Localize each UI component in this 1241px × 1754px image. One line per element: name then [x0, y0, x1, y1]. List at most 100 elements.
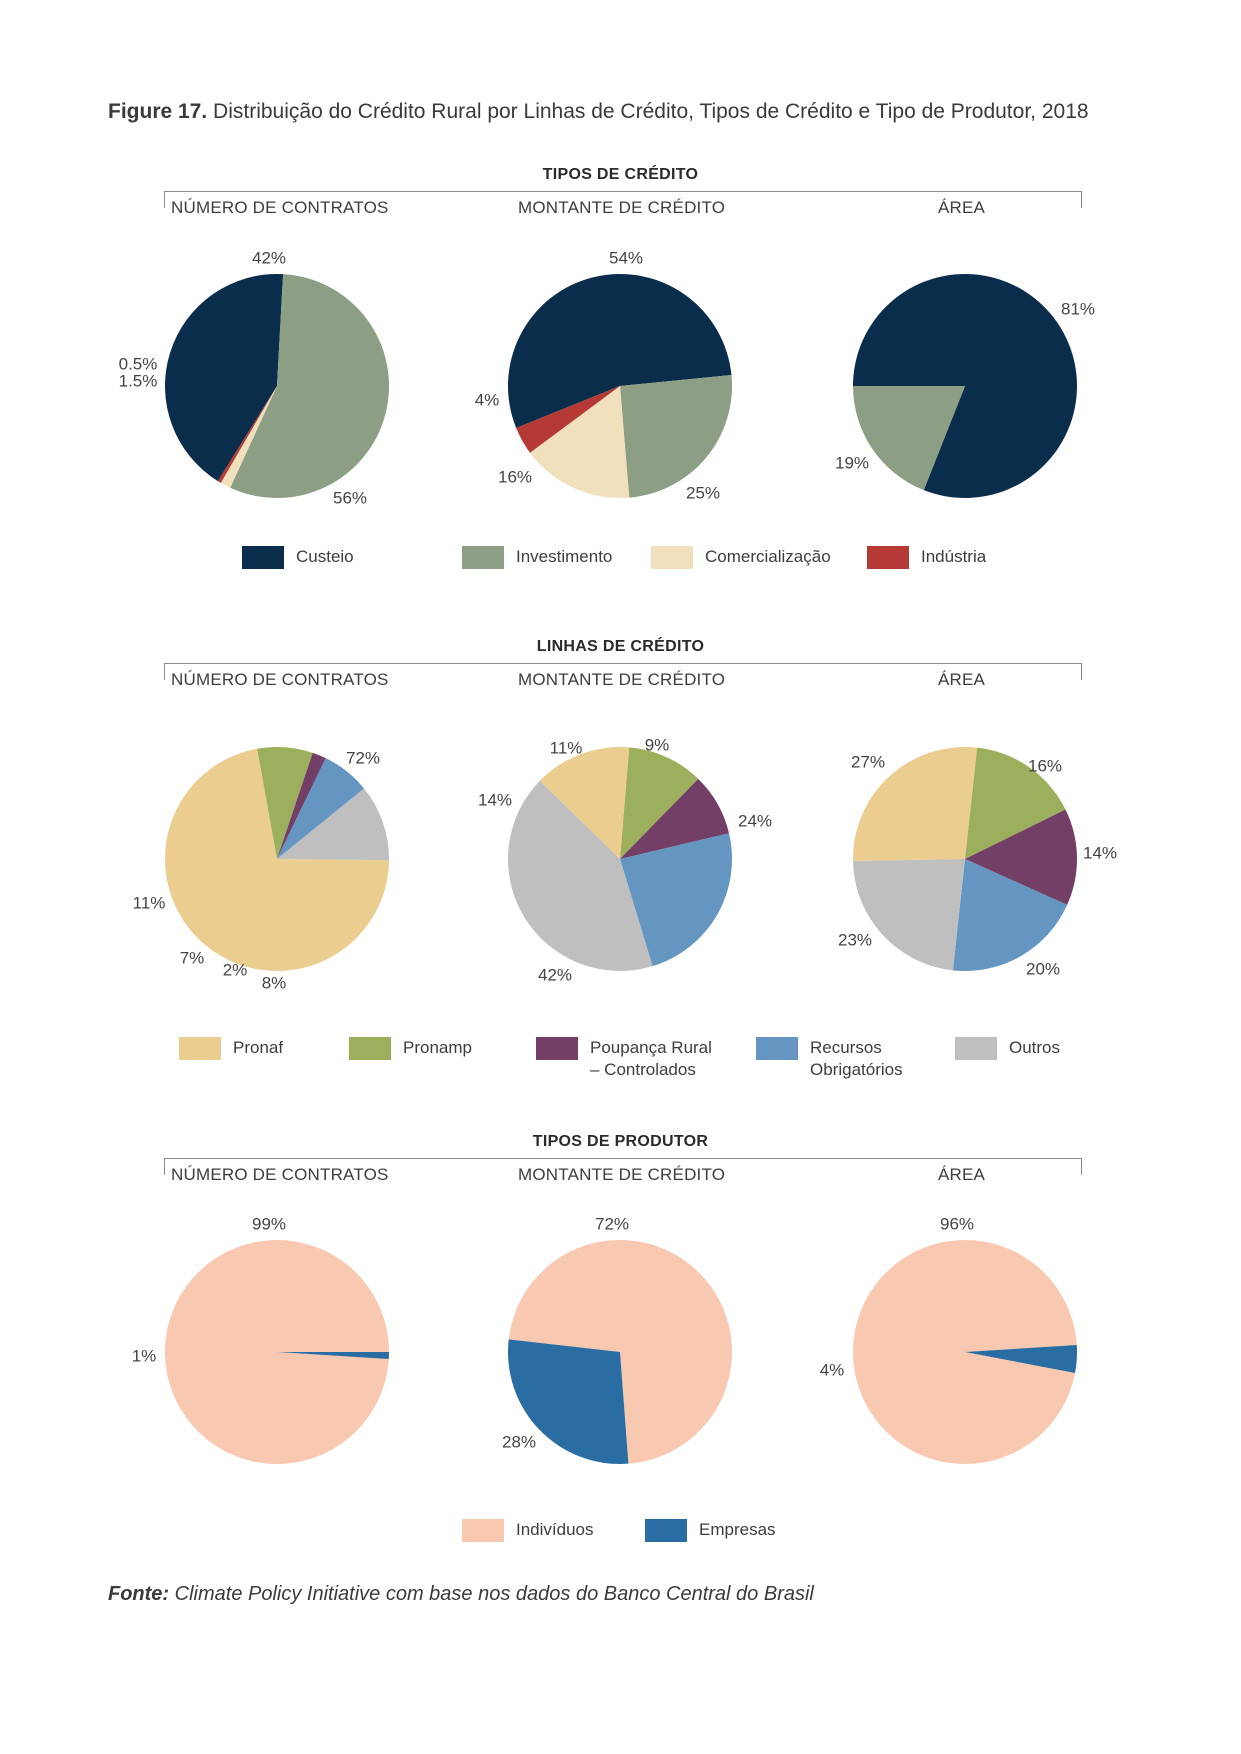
pie-chart-produtor-area: 96% 4% [820, 1214, 1078, 1465]
pie-slice-empresas [277, 1352, 389, 1360]
pie-slice-comercializacao [530, 386, 630, 499]
legend-label: Pronamp [403, 1038, 472, 1057]
legend-label: Investimento [516, 547, 613, 566]
pie-label-custeio: 42% [252, 248, 286, 267]
pie-chart-linhas-area: 16% 14% 20% 23% 27% [838, 747, 1117, 978]
pie-label-poupanca-rural-controlados: 14% [1083, 843, 1117, 862]
pie-label-poupanca-rural-controlados: 2% [223, 960, 248, 979]
legend-label: Empresas [699, 1520, 776, 1539]
section-title: TIPOS DE PRODUTOR [532, 1133, 709, 1150]
pie-slice-pronamp [257, 747, 313, 859]
legend-swatch [179, 1037, 221, 1060]
legend-label: Pronaf [233, 1038, 284, 1057]
legend-item-recursos-obrigatorios: Recursos Obrigatórios [756, 1037, 920, 1081]
pie-chart-linhas-montante: 11% 9% 24% 42% 14% [478, 735, 772, 984]
column-header-area: ÁREA [938, 198, 986, 217]
legend-item-empresas: Empresas [645, 1519, 776, 1542]
column-header-area: ÁREA [938, 1165, 986, 1184]
legend-swatch [536, 1037, 578, 1060]
pie-label-individuos: 72% [595, 1214, 629, 1233]
column-header-contratos: NÚMERO DE CONTRATOS [171, 1165, 389, 1184]
legend-swatch [651, 546, 693, 569]
pie-chart-produtor-montante: 72% 28% [502, 1214, 733, 1464]
legend-item-outros: Outros [955, 1037, 1060, 1060]
pie-label-recursos-obrigatorios: 24% [738, 811, 772, 830]
legend-item-poupanca-rural: Poupança Rural – Controlados [536, 1037, 715, 1081]
pie-chart-produtor-contratos: 99% 1% [132, 1214, 390, 1465]
pie-slice-individuos [508, 1239, 733, 1464]
pie-label-pronamp: 16% [1028, 756, 1062, 775]
figure-title: Figure 17. Distribuição do Crédito Rural… [108, 100, 1089, 124]
pie-label-investimento: 25% [686, 483, 720, 502]
pie-label-pronamp: 8% [262, 973, 287, 992]
section-title: TIPOS DE CRÉDITO [542, 166, 699, 183]
source-note: Fonte: Climate Policy Initiative com bas… [108, 1583, 814, 1606]
pie-slice-industria [217, 386, 277, 483]
legend-swatch [867, 546, 909, 569]
legend-swatch [242, 546, 284, 569]
pie-slice-poupanca-rural-controlados [965, 809, 1077, 905]
pie-label-pronaf: 72% [346, 748, 380, 767]
legend-item-pronaf: Pronaf [179, 1037, 283, 1060]
pie-chart-tipos-contratos: 42% 56% 1.5%0.5% [119, 248, 389, 507]
pie-slice-outros [508, 780, 653, 971]
pie-slice-poupanca-rural-controlados [277, 752, 326, 859]
legend-label: Recursos Obrigatórios [810, 1038, 903, 1079]
legend-swatch [645, 1519, 687, 1542]
pie-label-empresas: 1% [132, 1346, 157, 1365]
pie-slice-custeio [853, 273, 1077, 498]
legend-swatch [462, 546, 504, 569]
legend-swatch [462, 1519, 504, 1542]
legend-label: Custeio [296, 547, 354, 566]
pie-slice-investimento [853, 386, 965, 491]
pie-slice-custeio [508, 273, 732, 428]
pie-slice-industria [516, 386, 620, 453]
pie-label-pronaf: 27% [851, 752, 885, 771]
legend-swatch [349, 1037, 391, 1060]
pie-slice-recursos-obrigatorios [277, 758, 365, 859]
column-header-montante: MONTANTE DE CRÉDITO [518, 670, 726, 689]
pie-slice-recursos-obrigatorios [952, 859, 1068, 971]
legend-swatch [756, 1037, 798, 1060]
section-bracket [164, 191, 1082, 208]
pie-label-outros: 11% [133, 893, 166, 912]
legend-item-individuos: Indivíduos [462, 1519, 594, 1542]
legend-item-custeio: Custeio [242, 546, 354, 569]
legend-label: Outros [1009, 1038, 1061, 1057]
figure-title-text: Distribuição do Crédito Rural por Linhas… [213, 100, 1089, 123]
column-header-montante: MONTANTE DE CRÉDITO [518, 1165, 726, 1184]
pie-label-custeio: 81% [1061, 299, 1095, 318]
legend-label: Poupança Rural – Controlados [590, 1038, 712, 1079]
legend-label: Indústria [921, 547, 987, 566]
source-text: Climate Policy Initiative com base nos d… [174, 1583, 814, 1605]
source-label: Fonte: [108, 1583, 170, 1605]
column-header-contratos: NÚMERO DE CONTRATOS [171, 670, 389, 689]
pie-slice-individuos [853, 1240, 1077, 1465]
pie-label-investimento: 56% [333, 488, 367, 507]
pie-slice-pronamp [965, 747, 1066, 859]
section-bracket [164, 663, 1082, 680]
legend-swatch [955, 1037, 997, 1060]
pie-label-individuos: 99% [252, 1214, 286, 1233]
legend-item-investimento: Investimento [462, 546, 612, 569]
pie-slice-individuos [165, 1240, 390, 1465]
figure-label: Figure 17. [108, 100, 208, 123]
pie-slice-pronaf [164, 748, 389, 972]
column-header-contratos: NÚMERO DE CONTRATOS [171, 198, 389, 217]
legend-item-comercializacao: Comercialização [651, 546, 831, 569]
pie-label-individuos: 96% [940, 1214, 974, 1233]
pie-label-investimento: 19% [835, 453, 869, 472]
pie-slice-comercializacao [220, 386, 277, 488]
pie-slice-investimento [230, 274, 389, 498]
column-header-montante: MONTANTE DE CRÉDITO [518, 198, 726, 217]
legend-item-pronamp: Pronamp [349, 1037, 472, 1060]
pie-label-empresas: 4% [820, 1360, 845, 1379]
pie-label-recursos-obrigatorios: 7% [180, 948, 205, 967]
section-bracket [164, 1158, 1082, 1175]
pie-chart-tipos-montante: 54% 25% 16% 4% [475, 248, 733, 502]
pie-label-custeio: 54% [609, 248, 643, 267]
pie-label-outros: 23% [838, 930, 872, 949]
pie-chart-tipos-area: 81% 19% [835, 273, 1095, 498]
legend-item-industria: Indústria [867, 546, 986, 569]
pie-label-comercializacao: 16% [498, 467, 532, 486]
